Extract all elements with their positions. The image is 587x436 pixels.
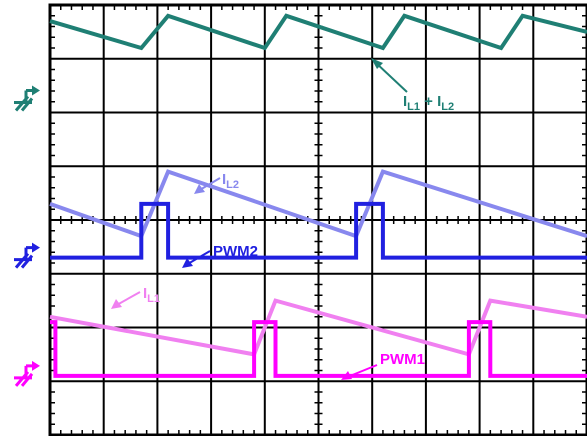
ground-marker-stem [20, 97, 34, 112]
annotation-il2: IL2 [222, 171, 239, 191]
graticule [48, 3, 587, 436]
trace-il1 [49, 298, 587, 357]
trace-pwm2 [50, 201, 587, 260]
annotation-il-sum: IL1 + IL2 [403, 93, 454, 113]
annotations: IL1 + IL2 IL2 PWM2 IL1 PWM1 [111, 58, 454, 380]
annotation-arrow-il-sum [374, 61, 408, 93]
traces [49, 13, 587, 378]
annotation-pwm1: PWM1 [380, 351, 425, 368]
annotation-arrowhead-il1 [111, 299, 122, 309]
ground-markers [14, 85, 40, 387]
annotation-il1: IL1 [143, 285, 160, 305]
ground-marker-arrowhead [32, 85, 40, 96]
ground-marker-stem [20, 254, 34, 269]
ground-marker-stem [20, 372, 34, 387]
annotation-arrowhead-pwm2 [182, 258, 193, 268]
ground-marker-icon [14, 242, 40, 269]
ground-marker-arrowhead [32, 360, 40, 371]
annotation-arrowhead-il2 [194, 184, 205, 194]
trace-il1-il2 [49, 13, 587, 51]
trace-pwm1 [50, 320, 587, 378]
ground-marker-icon [14, 360, 40, 387]
ground-marker-arrowhead [32, 242, 40, 253]
annotation-arrowhead-il-sum [371, 58, 383, 69]
trace-il2 [49, 169, 587, 239]
annotation-pwm2: PWM2 [213, 243, 258, 260]
annotation-arrowhead-pwm1 [341, 371, 352, 380]
ground-marker-icon [14, 85, 40, 112]
